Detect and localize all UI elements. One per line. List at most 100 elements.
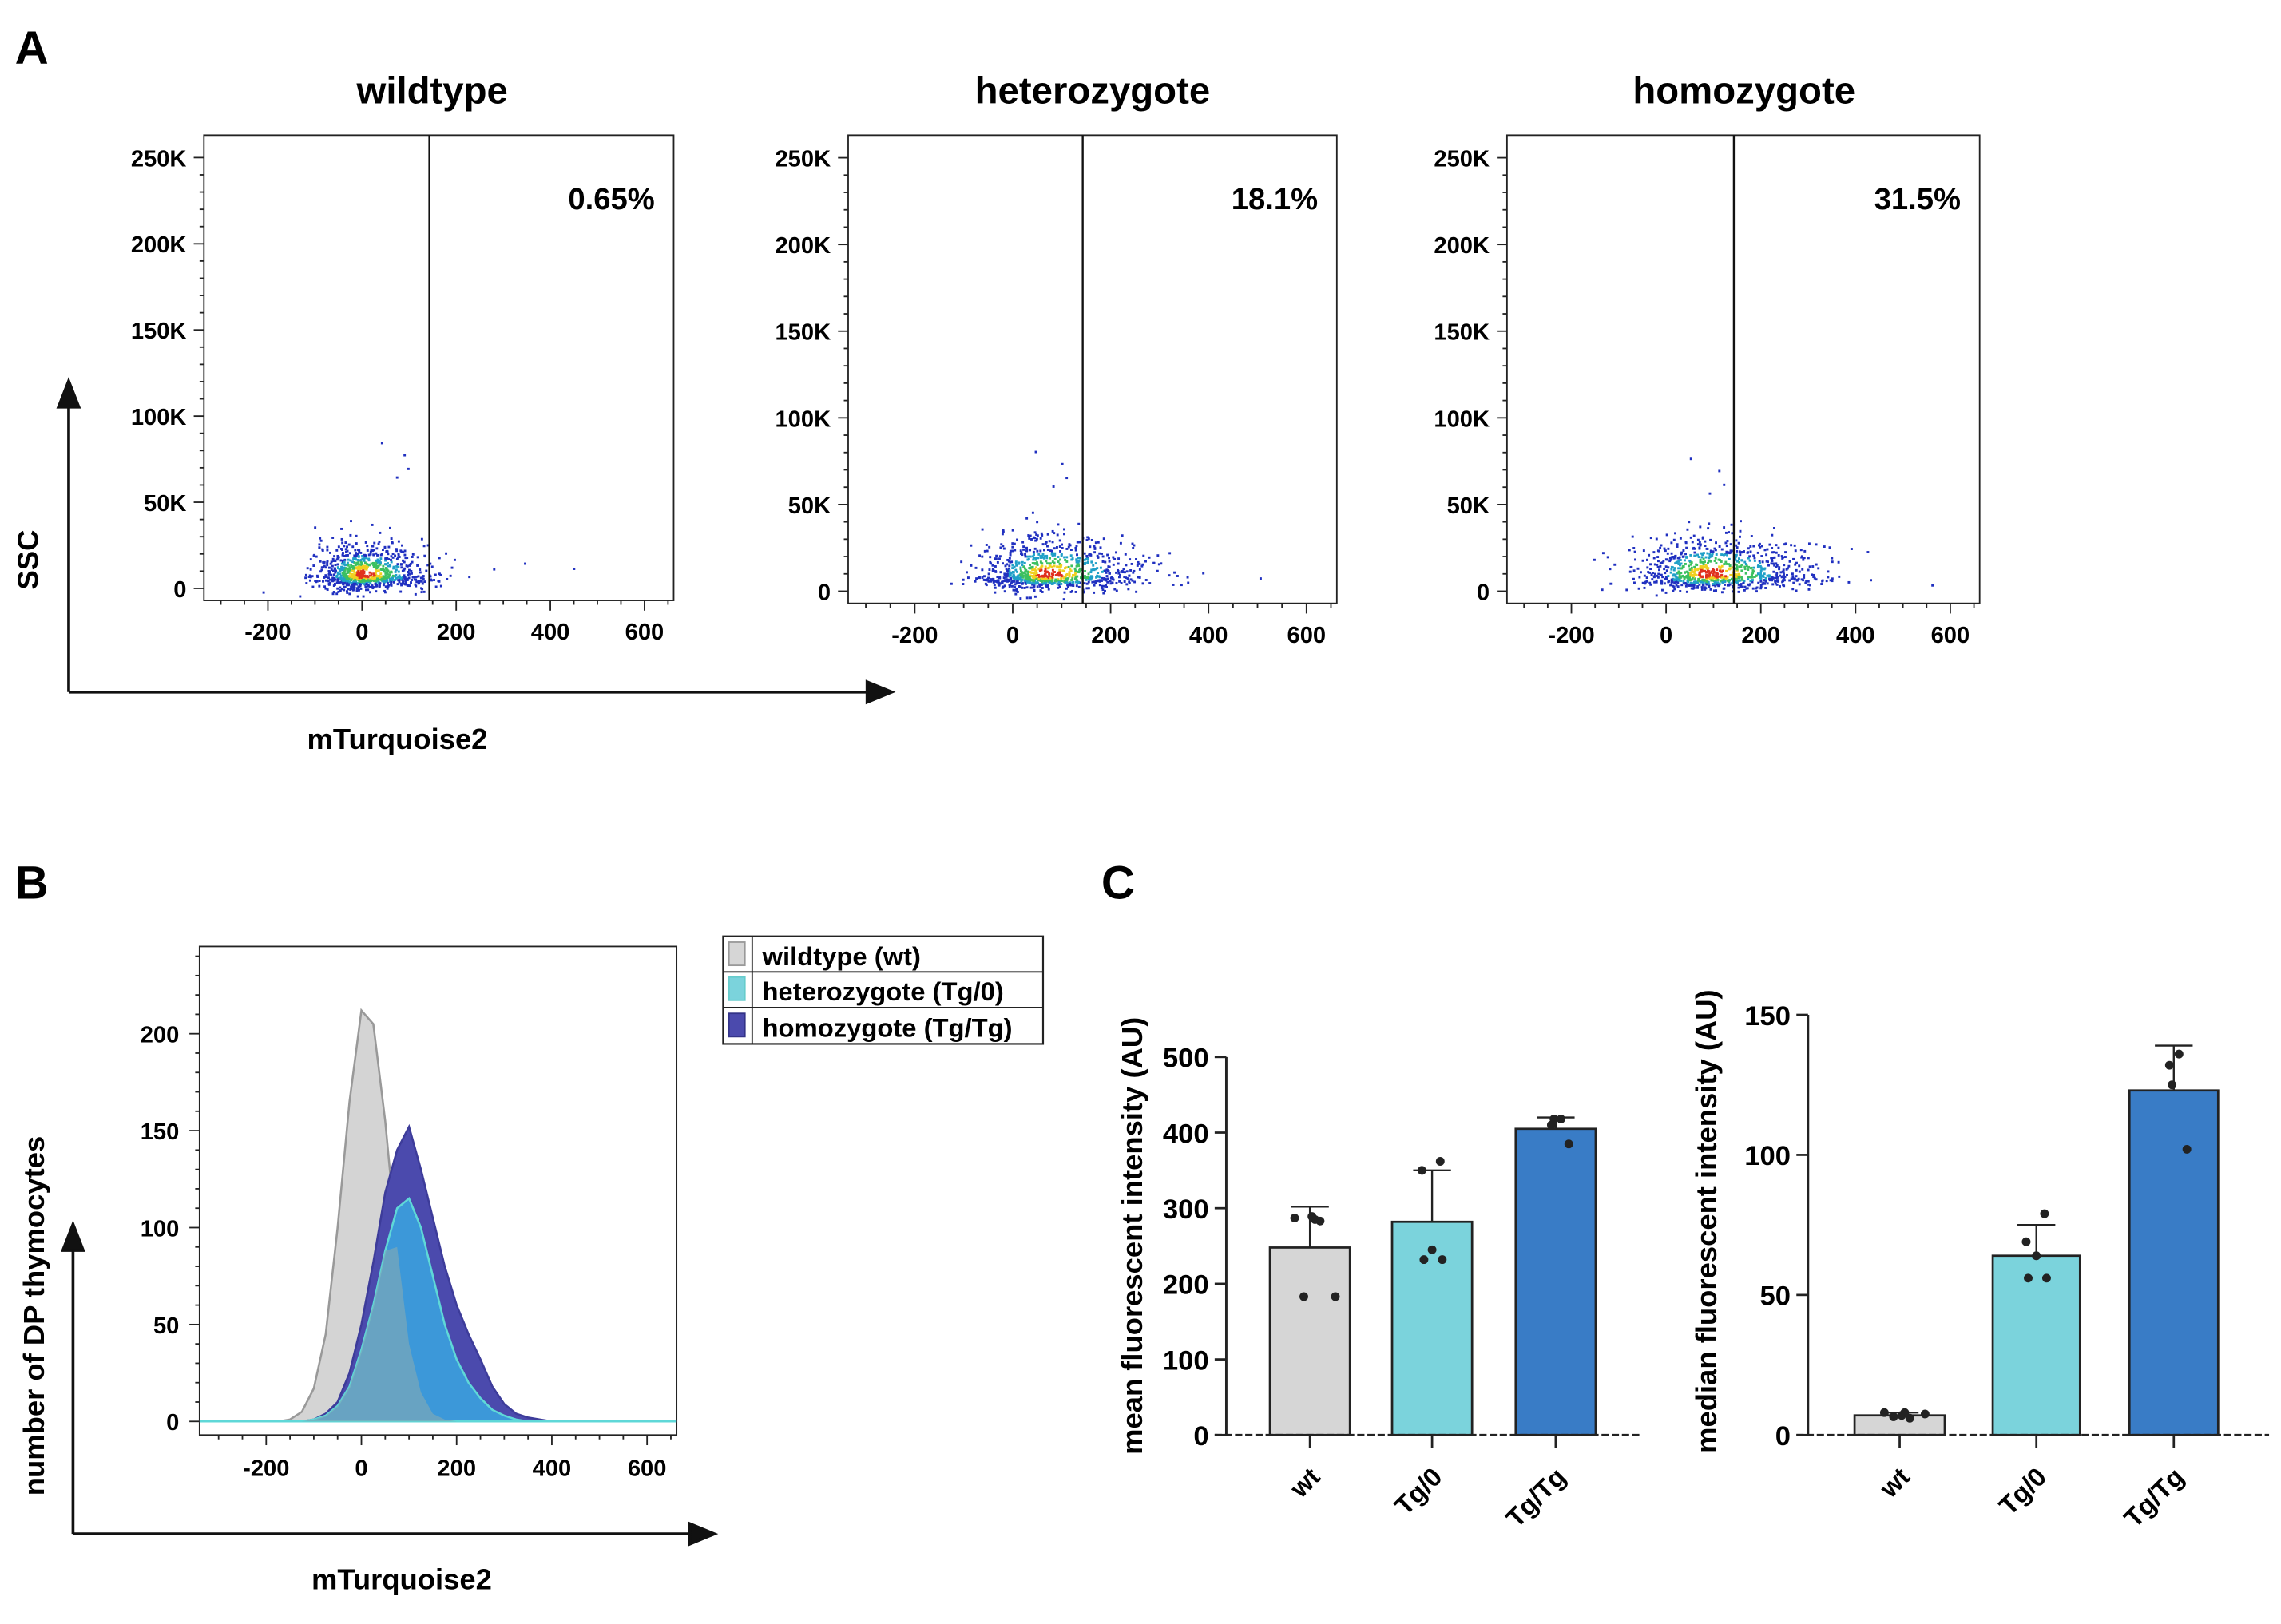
data-point <box>2032 1251 2041 1261</box>
scatter-point <box>1133 544 1136 547</box>
scatter-point <box>387 584 391 587</box>
scatter-point <box>1029 566 1033 569</box>
scatter-point <box>1097 541 1100 544</box>
scatter-point <box>1659 561 1662 564</box>
scatter-point <box>364 554 367 557</box>
scatter-point <box>1652 576 1656 579</box>
scatter-point <box>1075 560 1078 564</box>
scatter-point <box>1034 569 1037 572</box>
scatter-point <box>1011 542 1014 545</box>
scatter-point <box>1736 576 1739 579</box>
scatter-point <box>1071 576 1074 578</box>
bar-wt <box>1268 1246 1351 1436</box>
scatter-point <box>1035 533 1038 536</box>
scatter-point <box>1752 570 1755 573</box>
scatter-point <box>1053 547 1056 550</box>
scatter-point <box>331 592 335 596</box>
scatter-point <box>1720 564 1724 568</box>
scatter-point <box>1775 544 1778 547</box>
scatter-point <box>314 526 317 529</box>
scatter-point <box>1766 574 1769 577</box>
scatter-point <box>339 570 342 572</box>
scatter-point <box>388 577 391 580</box>
scatter-point <box>1641 559 1644 562</box>
scatter-point <box>1057 574 1061 577</box>
scatter-point <box>1124 553 1127 556</box>
scatter-point <box>1083 582 1086 585</box>
scatter-point <box>364 564 367 568</box>
scatter-point <box>1765 553 1768 557</box>
scatter-point <box>1775 572 1779 575</box>
scatter-point <box>1010 577 1013 580</box>
scatter-point <box>1800 578 1803 581</box>
scatter-point <box>383 570 386 573</box>
scatter-point <box>1688 578 1691 581</box>
scatter-point <box>1085 578 1088 581</box>
scatter-point <box>1784 542 1787 545</box>
scatter-point <box>417 582 420 585</box>
scatter-point <box>347 577 351 580</box>
scatter-point <box>1039 549 1042 553</box>
scatter-point <box>1725 569 1728 572</box>
plot-frame <box>1505 134 1981 604</box>
scatter-point <box>1025 517 1029 520</box>
scatter-point <box>1684 584 1688 588</box>
scatter-point <box>388 564 391 567</box>
scatter-point <box>1038 569 1041 572</box>
scatter-point <box>356 595 359 598</box>
scatter-point <box>1722 576 1725 579</box>
scatter-point <box>1156 569 1159 572</box>
scatter-point <box>355 555 358 558</box>
scatter-point <box>1105 584 1108 587</box>
scatter-point <box>1823 545 1826 548</box>
scatter-point <box>446 577 449 580</box>
scatter-point <box>1674 580 1677 584</box>
scatter-point <box>1743 580 1746 583</box>
scatter-point <box>1738 550 1741 553</box>
scatter-point <box>1003 580 1006 583</box>
scatter-point <box>363 578 366 581</box>
scatter-point <box>1820 583 1823 585</box>
scatter-point <box>403 574 406 577</box>
x-tick-label: 0 <box>1006 623 1019 648</box>
scatter-point <box>1077 570 1080 573</box>
scatter-point <box>380 576 383 580</box>
scatter-point <box>1018 585 1020 588</box>
scatter-point <box>378 578 381 581</box>
scatter-point <box>327 566 331 569</box>
scatter-point <box>353 585 356 588</box>
scatter-point <box>1763 567 1767 570</box>
scatter-point <box>453 558 456 561</box>
scatter-point <box>1040 561 1043 564</box>
scatter-point <box>354 566 357 569</box>
scatter-point <box>388 573 391 576</box>
scatter-point <box>397 570 400 573</box>
scatter-point <box>1056 533 1059 537</box>
scatter-point <box>1727 580 1730 583</box>
scatter-point <box>1009 551 1012 554</box>
scatter-point <box>1109 572 1111 575</box>
scatter-point <box>407 576 411 580</box>
scatter-point <box>1067 576 1070 580</box>
scatter-point <box>1063 575 1066 578</box>
scatter-point <box>1651 578 1654 581</box>
scatter-point <box>1187 581 1190 584</box>
scatter-point <box>1747 578 1750 581</box>
scatter-point <box>413 576 416 579</box>
scatter-point <box>1720 576 1724 579</box>
scatter-point <box>1108 560 1111 563</box>
scatter-point <box>1125 576 1128 580</box>
scatter-point <box>354 572 357 575</box>
scatter-point <box>1065 477 1069 480</box>
scatter-point <box>1664 591 1668 594</box>
scatter-point <box>1074 549 1077 552</box>
scatter-point <box>401 576 404 579</box>
scatter-point <box>1752 554 1755 557</box>
scatter-point <box>1012 571 1015 574</box>
scatter-point <box>1709 550 1712 553</box>
scatter-point <box>407 573 410 576</box>
y-tick-label: 500 <box>1163 1044 1209 1074</box>
scatter-point <box>1736 546 1739 549</box>
scatter-point <box>1025 549 1028 553</box>
scatter-point <box>320 568 323 572</box>
